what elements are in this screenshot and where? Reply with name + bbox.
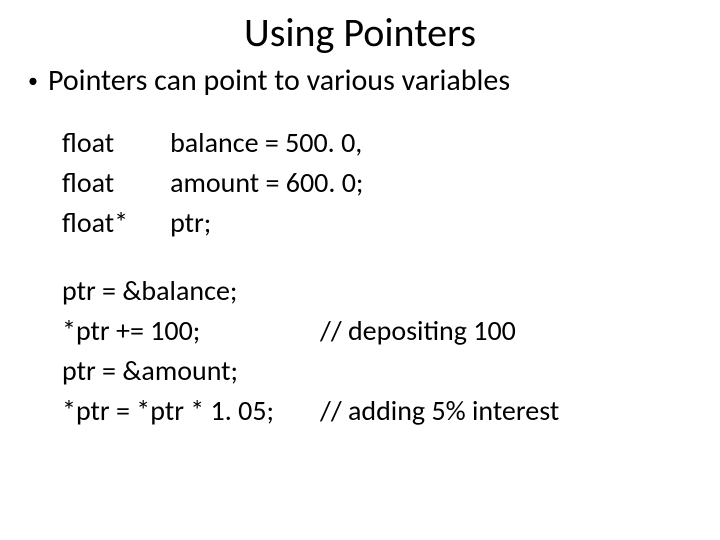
decl-rest: ptr; <box>170 203 363 243</box>
bullet-text: Pointers can point to various variables <box>48 63 510 99</box>
code-block: float balance = 500. 0, float amount = 6… <box>62 123 696 431</box>
decl-type: float <box>62 163 170 203</box>
decl-type: float* <box>62 203 170 243</box>
stmt-comment: // depositing 100 <box>320 311 559 351</box>
slide: Using Pointers • Pointers can point to v… <box>0 0 720 540</box>
stmt-comment <box>320 271 559 311</box>
statement-row: ptr = &balance; <box>62 271 559 311</box>
statement-row: *ptr += 100; // depositing 100 <box>62 311 559 351</box>
stmt-code: *ptr = *ptr * 1. 05; <box>62 391 320 431</box>
bullet-item: • Pointers can point to various variable… <box>28 63 696 99</box>
stmt-code: ptr = &balance; <box>62 271 320 311</box>
decl-rest: amount = 600. 0; <box>170 163 363 203</box>
slide-title: Using Pointers <box>24 8 696 57</box>
bullet-dot-icon: • <box>28 63 38 99</box>
declarations-table: float balance = 500. 0, float amount = 6… <box>62 123 363 243</box>
statement-row: *ptr = *ptr * 1. 05; // adding 5% intere… <box>62 391 559 431</box>
stmt-code: *ptr += 100; <box>62 311 320 351</box>
declaration-row: float amount = 600. 0; <box>62 163 363 203</box>
statement-row: ptr = &amount; <box>62 351 559 391</box>
declaration-row: float* ptr; <box>62 203 363 243</box>
declaration-row: float balance = 500. 0, <box>62 123 363 163</box>
stmt-code: ptr = &amount; <box>62 351 320 391</box>
decl-type: float <box>62 123 170 163</box>
stmt-comment: // adding 5% interest <box>320 391 559 431</box>
decl-rest: balance = 500. 0, <box>170 123 363 163</box>
statements-table: ptr = &balance; *ptr += 100; // depositi… <box>62 271 559 431</box>
stmt-comment <box>320 351 559 391</box>
